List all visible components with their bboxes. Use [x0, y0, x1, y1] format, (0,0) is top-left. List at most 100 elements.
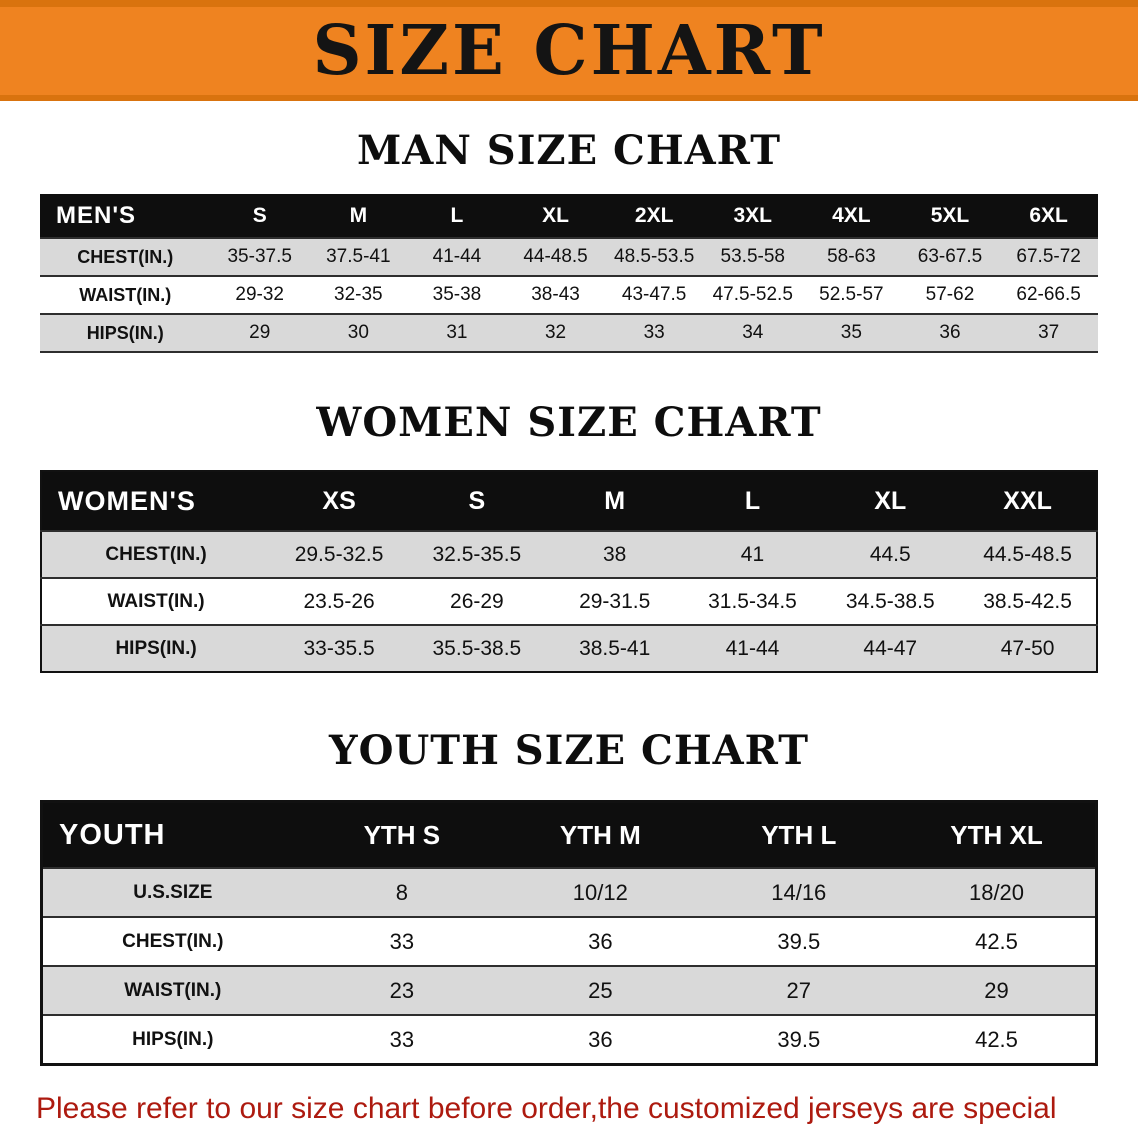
table-cell: 38	[545, 530, 684, 578]
table-cell: 29-31.5	[545, 577, 684, 625]
table-cell: 48.5-53.5	[604, 237, 704, 276]
table-cell: 38.5-42.5	[959, 577, 1097, 625]
men-size-table: MEN'S S M L XL 2XL 3XL 4XL 5XL 6XL CHEST(IN.) 35-37…	[40, 194, 1098, 353]
table-cell: 52.5-57	[802, 275, 901, 314]
column-header: YTH S	[302, 801, 502, 868]
table-row: WAIST(IN.) 23.5-26 26-29 29-31.5 31.5-34.5 34…	[41, 577, 1097, 625]
table-cell: 37	[999, 313, 1098, 352]
column-header: XL	[821, 471, 960, 531]
table-cell: 29	[898, 965, 1097, 1015]
table-cell: 18/20	[898, 867, 1097, 917]
table-cell: 53.5-58	[703, 237, 803, 276]
row-label: HIPS(IN.)	[41, 624, 271, 672]
table-cell: 39.5	[699, 916, 898, 966]
table-cell: 34.5-38.5	[821, 577, 960, 625]
youth-size-table: YOUTH YTH S YTH M YTH L YTH XL U.S.SIZE 8 10/12…	[40, 800, 1098, 1066]
table-cell: 57-62	[900, 275, 1000, 314]
column-header: 2XL	[604, 194, 704, 238]
table-row: WAIST(IN.) 29-32 32-35 35-38 38-43 43-47.5 47.…	[40, 275, 1098, 314]
table-cell: 37.5-41	[309, 237, 408, 276]
column-header: XL	[506, 194, 605, 238]
column-header: M	[545, 471, 684, 531]
table-title-cell: YOUTH	[41, 801, 303, 868]
table-cell: 32	[506, 313, 605, 352]
column-header: M	[309, 194, 408, 238]
table-cell: 38-43	[506, 275, 605, 314]
row-label: CHEST(IN.)	[41, 916, 303, 966]
column-header: S	[210, 194, 310, 238]
table-cell: 41-44	[407, 237, 507, 276]
table-cell: 33	[604, 313, 704, 352]
column-header: L	[407, 194, 507, 238]
table-cell: 58-63	[802, 237, 901, 276]
table-cell: 23	[302, 965, 502, 1015]
table-row: WAIST(IN.) 23 25 27 29	[41, 965, 1097, 1015]
women-size-chart-title: WOMEN SIZE CHART	[316, 399, 822, 446]
table-cell: 35.5-38.5	[407, 624, 546, 672]
man-size-chart-title: MAN SIZE CHART	[357, 127, 781, 174]
table-cell: 38.5-41	[545, 624, 684, 672]
table-cell: 26-29	[407, 577, 546, 625]
table-cell: 33	[302, 1014, 502, 1065]
table-cell: 63-67.5	[900, 237, 1000, 276]
column-header: XS	[270, 471, 408, 531]
row-label: CHEST(IN.)	[40, 237, 211, 276]
disclaimer-line-1: Please refer to our size chart before or…	[36, 1092, 1057, 1132]
column-header: 6XL	[999, 194, 1098, 238]
table-cell: 33	[302, 916, 502, 966]
table-cell: 47-50	[959, 624, 1097, 672]
table-cell: 32.5-35.5	[407, 530, 546, 578]
table-row: CHEST(IN.) 33 36 39.5 42.5	[41, 916, 1097, 966]
column-header: YTH L	[699, 801, 898, 868]
table-cell: 35-38	[407, 275, 507, 314]
table-row: CHEST(IN.) 35-37.5 37.5-41 41-44 44-48.5 48.5…	[40, 237, 1098, 276]
column-header: XXL	[959, 471, 1097, 531]
column-header: L	[683, 471, 822, 531]
column-header: YTH M	[501, 801, 700, 868]
table-cell: 33-35.5	[270, 624, 408, 672]
youth-size-chart-title: YOUTH SIZE CHART	[329, 727, 809, 774]
table-cell: 30	[309, 313, 408, 352]
column-header: 3XL	[703, 194, 803, 238]
row-label: WAIST(IN.)	[40, 275, 211, 314]
table-cell: 8	[302, 867, 502, 917]
table-cell: 31	[407, 313, 507, 352]
row-label: CHEST(IN.)	[41, 530, 271, 578]
size-table: YOUTH YTH S YTH M YTH L YTH XL U.S.SIZE 8 10/12…	[40, 800, 1098, 1066]
table-row: U.S.SIZE 8 10/12 14/16 18/20	[41, 867, 1097, 917]
table-cell: 36	[501, 1014, 700, 1065]
table-cell: 47.5-52.5	[703, 275, 803, 314]
table-cell: 43-47.5	[604, 275, 704, 314]
size-table: WOMEN'S XS S M L XL XXL CHEST(IN.) 29.5-32.5 32.5…	[40, 470, 1098, 673]
table-cell: 31.5-34.5	[683, 577, 822, 625]
table-cell: 29-32	[210, 275, 310, 314]
column-header: YTH XL	[898, 801, 1097, 868]
women-size-table: WOMEN'S XS S M L XL XXL CHEST(IN.) 29.5-32.5 32.5…	[40, 470, 1098, 673]
banner-title: SIZE CHART	[312, 11, 826, 91]
table-cell: 62-66.5	[999, 275, 1098, 314]
table-cell: 44.5	[821, 530, 960, 578]
table-cell: 29	[210, 313, 310, 352]
table-cell: 41-44	[683, 624, 822, 672]
row-label: WAIST(IN.)	[41, 965, 303, 1015]
table-cell: 25	[501, 965, 700, 1015]
table-header-row: MEN'S S M L XL 2XL 3XL 4XL 5XL 6XL	[40, 194, 1098, 238]
size-table: MEN'S S M L XL 2XL 3XL 4XL 5XL 6XL CHEST(IN.) 35-37…	[40, 194, 1098, 353]
table-row: CHEST(IN.) 29.5-32.5 32.5-35.5 38 41 44.5 44.5…	[41, 530, 1097, 578]
table-header-row: YOUTH YTH S YTH M YTH L YTH XL	[41, 801, 1097, 868]
column-header: S	[407, 471, 546, 531]
disclaimer-text: Please refer to our size chart before or…	[36, 1090, 1138, 1132]
row-label: U.S.SIZE	[41, 867, 303, 917]
column-header: 4XL	[802, 194, 901, 238]
table-cell: 41	[683, 530, 822, 578]
table-title-cell: WOMEN'S	[41, 471, 271, 531]
table-cell: 34	[703, 313, 803, 352]
table-cell: 39.5	[699, 1014, 898, 1065]
column-header: 5XL	[900, 194, 1000, 238]
table-cell: 35	[802, 313, 901, 352]
table-row: HIPS(IN.) 33 36 39.5 42.5	[41, 1014, 1097, 1065]
table-cell: 42.5	[898, 1014, 1097, 1065]
table-cell: 32-35	[309, 275, 408, 314]
table-row: HIPS(IN.) 29 30 31 32 33 34 35 36 37	[40, 313, 1098, 352]
table-cell: 29.5-32.5	[270, 530, 408, 578]
